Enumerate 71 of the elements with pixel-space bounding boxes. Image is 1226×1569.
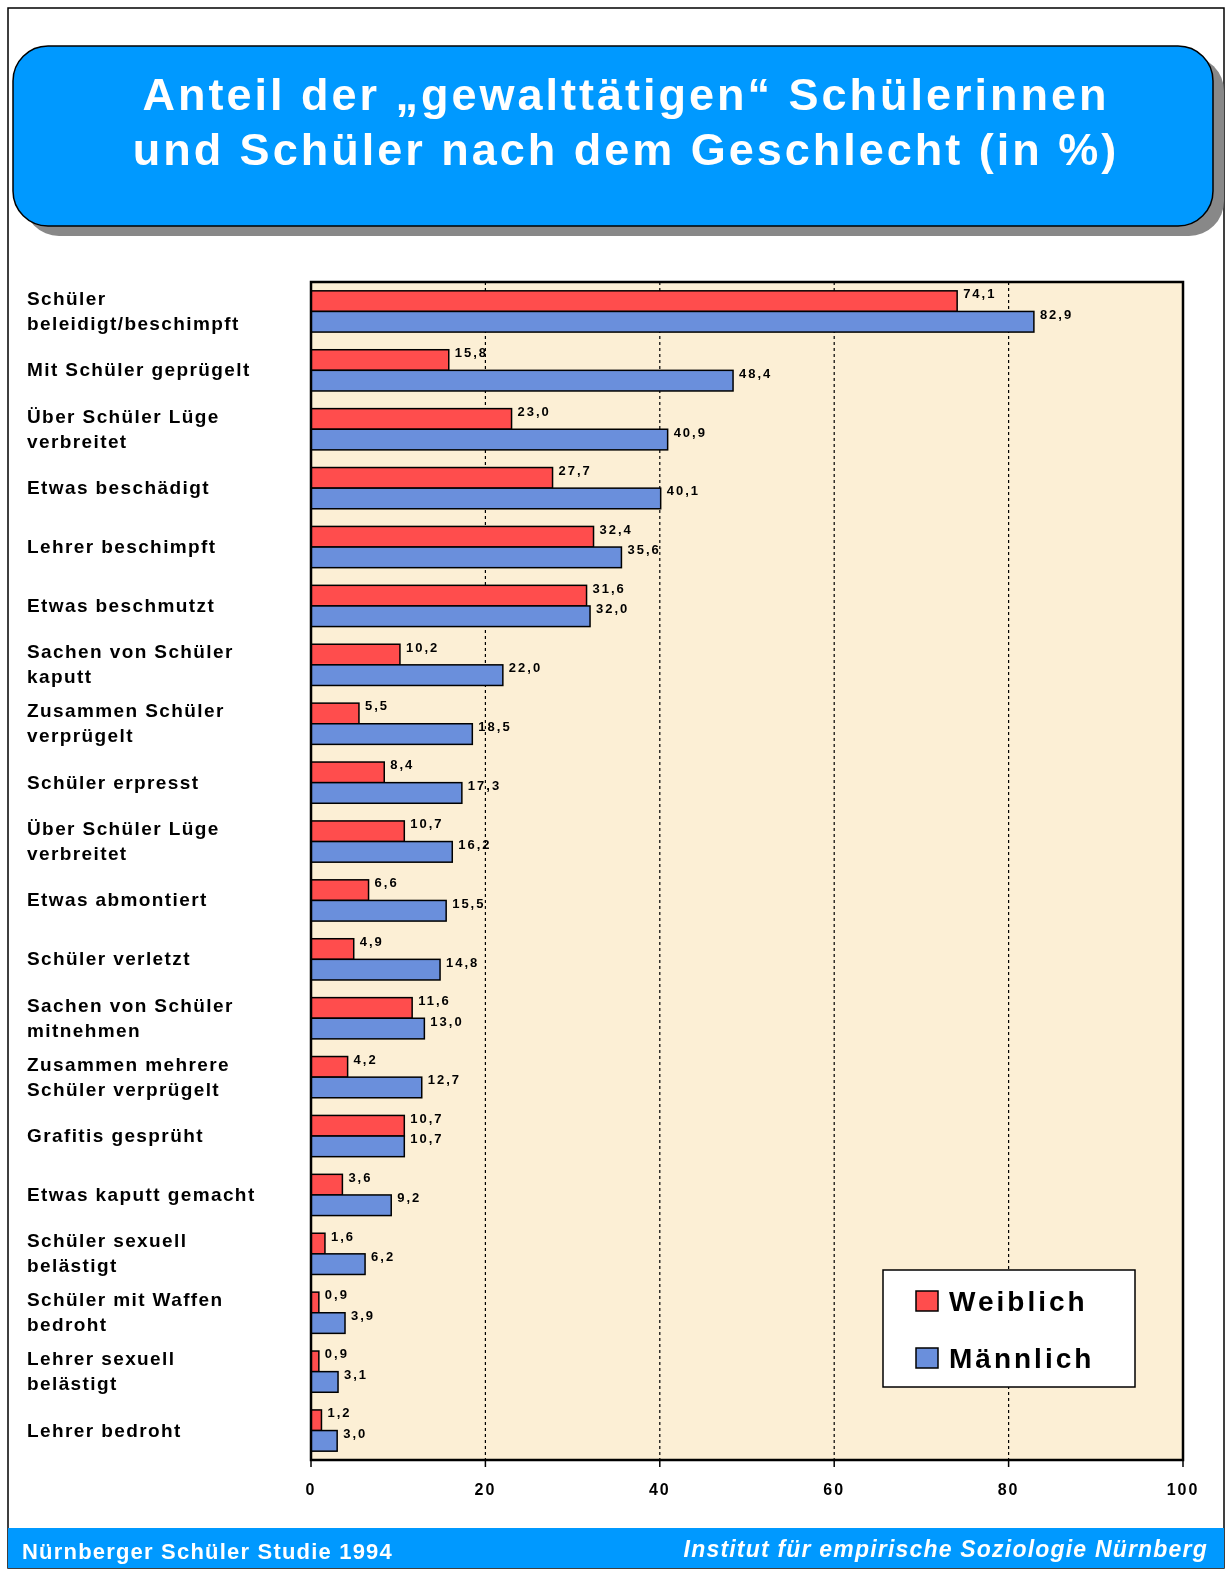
- data-label: 3,9: [351, 1308, 376, 1324]
- data-label: 15,8: [454, 345, 489, 361]
- y-tick-label: Schüler verletzt: [27, 948, 191, 970]
- y-tick-label: Etwas beschädigt: [27, 477, 210, 499]
- data-label: 17,3: [467, 777, 502, 793]
- data-label: 0,9: [324, 1346, 349, 1362]
- data-label: 6,2: [371, 1249, 396, 1265]
- data-label: 11,6: [418, 992, 451, 1008]
- data-label: 3,1: [344, 1366, 369, 1382]
- y-tick-label: Über Schüler Lüge verbreitet: [27, 818, 220, 865]
- data-label: 3,0: [343, 1425, 368, 1441]
- data-label: 13,0: [430, 1013, 464, 1029]
- data-label: 74,1: [963, 286, 997, 302]
- text: Nürnberger Schüler Studie 1994: [22, 1539, 393, 1564]
- data-label: 16,2: [458, 836, 492, 852]
- x-tick-label: 20: [474, 1481, 497, 1498]
- y-tick-label: Schüler erpresst: [27, 771, 200, 793]
- y-tick-label: Über Schüler Lüge verbreitet: [27, 405, 220, 452]
- data-label: 27,7: [558, 462, 592, 478]
- text: Institut für empirische Soziologie Nürnberg: [683, 1536, 1208, 1562]
- y-tick-label: Etwas abmontiert: [27, 889, 208, 911]
- x-tick-label: 80: [997, 1481, 1020, 1498]
- data-label: 4,2: [353, 1051, 378, 1067]
- data-label: 10,2: [405, 639, 440, 655]
- data-label: 10,7: [410, 1131, 444, 1147]
- data-label: 9,2: [397, 1190, 422, 1206]
- x-tick-label: 100: [1166, 1481, 1200, 1498]
- y-tick-label: Schüler sexuell belästigt: [27, 1230, 188, 1277]
- y-tick-label: Zusammen Schüler verprügelt: [27, 700, 225, 747]
- data-label: 4,9: [359, 934, 384, 950]
- legend-label: Männlich: [949, 1343, 1095, 1374]
- data-label: 1,2: [327, 1405, 352, 1421]
- data-label: 82,9: [1039, 306, 1074, 322]
- y-tick-label: Lehrer sexuell belästigt: [27, 1348, 176, 1395]
- y-tick-label: Etwas kaputt gemacht: [27, 1183, 256, 1205]
- data-label: 23,0: [517, 403, 551, 419]
- x-tick-label: 0: [305, 1481, 317, 1498]
- data-label: 40,1: [666, 483, 700, 499]
- data-label: 35,6: [627, 542, 661, 558]
- data-label: 12,7: [427, 1072, 462, 1088]
- data-label: 48,4: [739, 365, 773, 381]
- legend-label: Weiblich: [949, 1286, 1088, 1317]
- data-label: 18,5: [478, 719, 512, 735]
- x-tick-label: 60: [823, 1481, 846, 1498]
- data-label: 0,9: [324, 1287, 349, 1303]
- y-tick-label: Schüler beleidigt/beschimpft: [27, 287, 240, 334]
- data-label: 8,4: [390, 757, 415, 773]
- data-label: 32,0: [596, 601, 630, 617]
- y-tick-label: Sachen von Schüler mitnehmen: [27, 994, 234, 1041]
- y-tick-label: Lehrer beschimpft: [27, 536, 217, 558]
- y-tick-label: Sachen von Schüler kaputt: [27, 641, 234, 688]
- data-label: 1,6: [330, 1228, 356, 1244]
- data-label: 5,5: [364, 698, 390, 714]
- y-tick-label: Etwas beschmutzt: [27, 594, 216, 616]
- data-label: 40,9: [673, 424, 707, 440]
- x-tick-label: 40: [648, 1481, 671, 1498]
- y-tick-label: Lehrer bedroht: [27, 1419, 182, 1441]
- data-label: 15,5: [452, 895, 486, 911]
- data-label: 31,6: [592, 580, 626, 596]
- chart-title: Anteil der „gewalttätigen“ Schülerinnen und Schüler nach dem Geschlecht (in %): [132, 69, 1120, 175]
- data-label: 3,6: [348, 1169, 373, 1185]
- data-label: 32,4: [599, 521, 633, 537]
- data-label: 6,6: [374, 875, 399, 891]
- y-tick-label: Zusammen mehrere Schüler verprügelt: [27, 1053, 230, 1100]
- y-tick-label: Mit Schüler geprügelt: [27, 359, 251, 381]
- data-label: 10,7: [410, 816, 444, 832]
- data-label: 14,8: [446, 954, 480, 970]
- data-label: 10,7: [410, 1110, 444, 1126]
- y-tick-label: Schüler mit Waffen bedroht: [27, 1289, 224, 1336]
- y-tick-label: Grafitis gesprüht: [27, 1125, 204, 1147]
- data-label: 22,0: [508, 660, 543, 676]
